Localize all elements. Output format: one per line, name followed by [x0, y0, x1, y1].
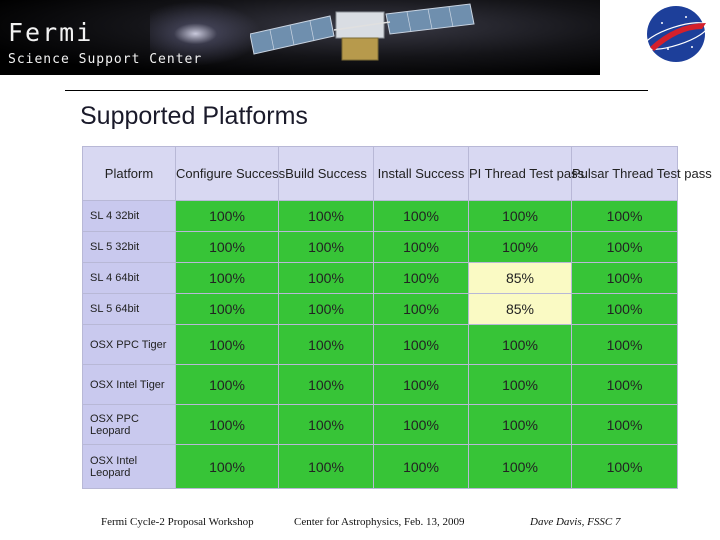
pi-thread-cell: 85% [468, 293, 572, 325]
configure-cell: 100% [175, 444, 279, 489]
platform-cell: SL 4 32bit [82, 200, 176, 232]
table-row: OSX Intel Tiger 100% 100% 100% 100% 100% [82, 364, 678, 405]
install-cell: 100% [373, 404, 469, 445]
install-cell: 100% [373, 444, 469, 489]
configure-cell: 100% [175, 404, 279, 445]
configure-cell: 100% [175, 293, 279, 325]
platform-cell: SL 5 32bit [82, 231, 176, 263]
build-cell: 100% [278, 231, 374, 263]
build-cell: 100% [278, 324, 374, 365]
configure-cell: 100% [175, 364, 279, 405]
table-header-row: Platform Configure Success Build Success… [82, 146, 712, 201]
page-title: Supported Platforms [80, 102, 308, 130]
pi-thread-cell: 85% [468, 262, 572, 294]
platform-cell: OSX Intel Tiger [82, 364, 176, 405]
build-cell: 100% [278, 364, 374, 405]
platform-cell: OSX PPC Leopard [82, 404, 176, 445]
pulsar-thread-cell: 100% [571, 404, 678, 445]
table-row: SL 4 64bit 100% 100% 100% 85% 100% [82, 262, 678, 294]
configure-cell: 100% [175, 262, 279, 294]
table-row: SL 5 32bit 100% 100% 100% 100% 100% [82, 231, 678, 263]
pulsar-thread-cell: 100% [571, 444, 678, 489]
pi-thread-cell: 100% [468, 324, 572, 365]
pi-thread-cell: 100% [468, 231, 572, 263]
footer-author: Dave Davis, FSSC 7 [530, 516, 620, 528]
configure-cell: 100% [175, 324, 279, 365]
column-header-platform: Platform [82, 146, 176, 201]
title-divider [65, 90, 648, 91]
table-row: OSX Intel Leopard 100% 100% 100% 100% 10… [82, 444, 678, 489]
brand-subtitle: Science Support Center [8, 52, 203, 67]
footer-location-date: Center for Astrophysics, Feb. 13, 2009 [294, 516, 465, 528]
page-number: 7 [614, 516, 621, 528]
nasa-logo [643, 6, 709, 62]
build-cell: 100% [278, 293, 374, 325]
install-cell: 100% [373, 262, 469, 294]
pulsar-thread-cell: 100% [571, 262, 678, 294]
pulsar-thread-cell: 100% [571, 364, 678, 405]
column-header-pulsar-thread: Pulsar Thread Test pass [571, 146, 712, 201]
table-row: SL 4 32bit 100% 100% 100% 100% 100% [82, 200, 678, 232]
pulsar-thread-cell: 100% [571, 324, 678, 365]
pi-thread-cell: 100% [468, 444, 572, 489]
header-banner: Fermi Science Support Center [0, 0, 600, 75]
install-cell: 100% [373, 324, 469, 365]
platform-cell: OSX Intel Leopard [82, 444, 176, 489]
pulsar-thread-cell: 100% [571, 200, 678, 232]
table-row: OSX PPC Tiger 100% 100% 100% 100% 100% [82, 324, 678, 365]
platform-cell: SL 5 64bit [82, 293, 176, 325]
pulsar-thread-cell: 100% [571, 293, 678, 325]
pi-thread-cell: 100% [468, 364, 572, 405]
satellite-image [250, 3, 475, 61]
configure-cell: 100% [175, 231, 279, 263]
footer-author-name: Dave Davis, FSSC [530, 516, 613, 528]
install-cell: 100% [373, 231, 469, 263]
install-cell: 100% [373, 364, 469, 405]
column-header-pi-thread: PI Thread Test pass [468, 146, 584, 201]
build-cell: 100% [278, 404, 374, 445]
column-header-build: Build Success [278, 146, 374, 201]
pi-thread-cell: 100% [468, 200, 572, 232]
platform-cell: SL 4 64bit [82, 262, 176, 294]
table-row: SL 5 64bit 100% 100% 100% 85% 100% [82, 293, 678, 325]
footer-event: Fermi Cycle-2 Proposal Workshop [101, 516, 254, 528]
table-row: OSX PPC Leopard 100% 100% 100% 100% 100% [82, 404, 678, 445]
platform-cell: OSX PPC Tiger [82, 324, 176, 365]
build-cell: 100% [278, 444, 374, 489]
pulsar-thread-cell: 100% [571, 231, 678, 263]
build-cell: 100% [278, 200, 374, 232]
configure-cell: 100% [175, 200, 279, 232]
column-header-configure: Configure Success [175, 146, 285, 201]
install-cell: 100% [373, 293, 469, 325]
brand-title: Fermi [8, 18, 94, 47]
build-cell: 100% [278, 262, 374, 294]
column-header-install: Install Success [373, 146, 469, 201]
platform-table: Platform Configure Success Build Success… [82, 146, 712, 489]
install-cell: 100% [373, 200, 469, 232]
pi-thread-cell: 100% [468, 404, 572, 445]
